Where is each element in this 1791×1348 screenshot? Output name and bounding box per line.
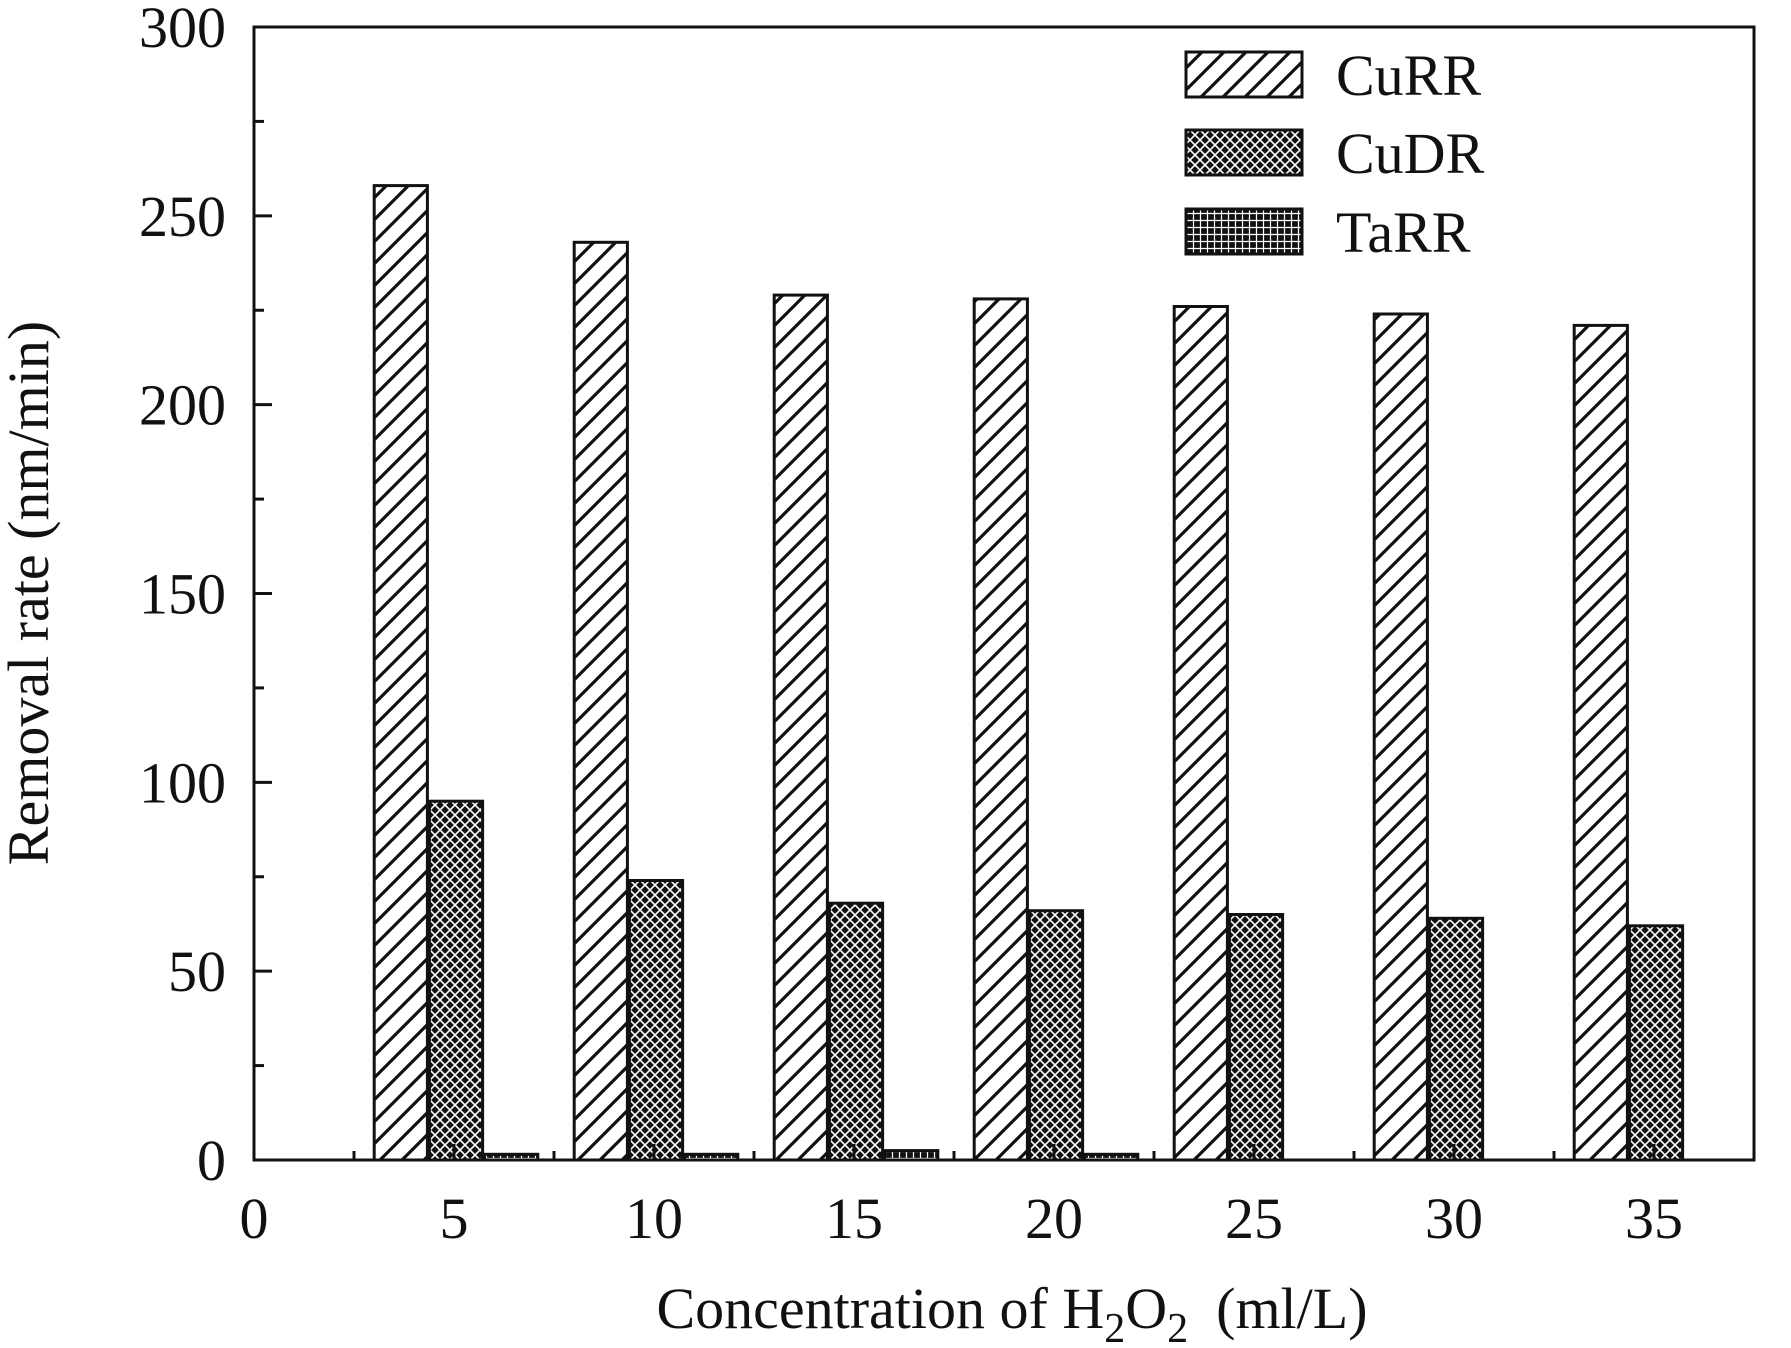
bar-curr-10 <box>572 240 629 1162</box>
bar-curr-35 <box>1572 323 1629 1162</box>
y-tick-label: 200 <box>139 373 226 438</box>
x-tick-label: 20 <box>1025 1186 1083 1251</box>
x-tick-label: 30 <box>1425 1186 1483 1251</box>
x-axis-tick-labels: 0 5 10 15 20 25 30 35 <box>240 1186 1684 1251</box>
axis-ticks <box>252 25 1656 1162</box>
x-tick-label: 10 <box>625 1186 683 1251</box>
legend-swatch-curr <box>1184 50 1304 99</box>
legend-label-tarr: TaRR <box>1336 200 1471 265</box>
y-tick-label: 150 <box>139 562 226 627</box>
y-axis-title: Removal rate (nm/min) <box>0 321 61 865</box>
y-tick-label: 250 <box>139 184 226 249</box>
bar-cudr-5 <box>427 799 485 1162</box>
bar-cudr-30 <box>1427 916 1485 1162</box>
bar-cudr-10 <box>627 879 685 1162</box>
bar-curr-15 <box>772 293 829 1162</box>
legend-label-cudr: CuDR <box>1336 121 1485 186</box>
bar-cudr-20 <box>1027 909 1085 1162</box>
bar-cudr-35 <box>1627 924 1685 1162</box>
legend-label-curr: CuRR <box>1336 43 1481 108</box>
x-tick-label: 0 <box>240 1186 269 1251</box>
y-axis-tick-labels: 0 50 100 150 200 250 300 <box>139 0 226 1193</box>
x-tick-label: 5 <box>440 1186 469 1251</box>
bar-cudr-25 <box>1227 913 1285 1162</box>
y-tick-label: 100 <box>139 750 226 815</box>
bar-curr-5 <box>372 184 429 1162</box>
bar-curr-20 <box>972 297 1029 1162</box>
legend-swatch-tarr <box>1184 207 1304 256</box>
bar-curr-30 <box>1372 312 1429 1162</box>
y-tick-label: 50 <box>168 939 226 1004</box>
bar-cudr-15 <box>827 901 885 1162</box>
y-tick-label: 300 <box>139 0 226 60</box>
legend: CuRR CuDR TaRR <box>1184 43 1485 265</box>
x-tick-label: 15 <box>825 1186 883 1251</box>
x-tick-label: 25 <box>1225 1186 1283 1251</box>
y-tick-label: 0 <box>197 1128 226 1193</box>
bar-curr-25 <box>1172 305 1229 1162</box>
legend-swatch-cudr <box>1184 128 1304 177</box>
x-tick-label: 35 <box>1625 1186 1683 1251</box>
bars-layer <box>372 184 1685 1162</box>
x-axis-title: Concentration of H2O2 (ml/L) <box>656 1276 1367 1348</box>
